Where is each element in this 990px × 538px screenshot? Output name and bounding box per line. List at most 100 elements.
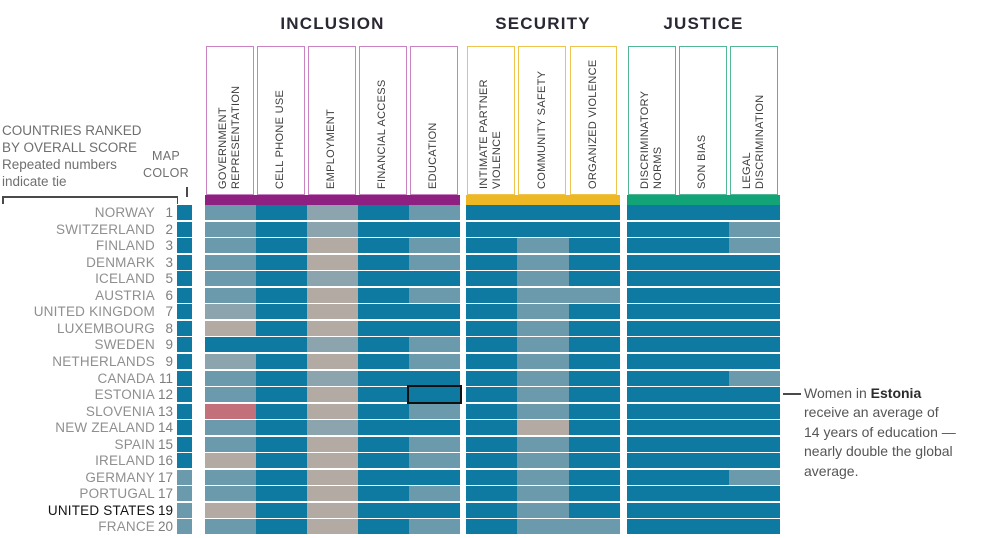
heatmap-cell [307,271,359,287]
heatmap-cell [729,469,780,485]
heatmap-cell [517,320,570,336]
column-header-label: EMPLOYMENT [325,108,338,189]
heatmap-cell [568,238,620,254]
map-color-swatch [177,271,192,287]
heatmap-cell [205,420,257,436]
rank-label: 16 [157,453,173,469]
heatmap-cell [358,337,410,353]
annotation-bold-country: Estonia [870,385,922,401]
heatmap-cell [678,254,730,270]
heatmap-cell [307,436,359,452]
column-header-label: GOVERNMENT REPRESENTATION [216,85,242,189]
heatmap-cell [729,502,780,518]
heatmap-cell [568,304,620,320]
heatmap-cell [729,254,780,270]
heatmap-cell [678,453,730,469]
heatmap-cell [517,453,570,469]
rank-label: 12 [157,387,173,403]
country-label: NORWAY [94,205,155,220]
heatmap-cell [729,486,780,502]
heatmap-cell [205,502,257,518]
column-header-label: FINANCIAL ACCESS [376,79,389,189]
heatmap-cell [466,337,518,353]
heatmap-cell [729,205,780,220]
heatmap-cell [205,238,257,254]
heatmap-cell [256,469,308,485]
column-header: FINANCIAL ACCESS [359,46,407,195]
heatmap-cell [307,453,359,469]
rank-label: 6 [165,287,173,303]
heatmap-cell [729,337,780,353]
rank-label: 11 [158,370,173,386]
heatmap-cell [678,238,730,254]
heatmap-cell [358,486,410,502]
heatmap-cell [358,502,410,518]
ranking-note-line: BY OVERALL SCORE [2,140,138,155]
heatmap-cell [409,403,460,419]
rank-label: 19 [157,502,173,518]
heatmap-cell [307,469,359,485]
map-color-swatch [177,486,192,502]
heatmap-cell [409,370,460,386]
heatmap-cell [466,320,518,336]
annotation-connector-line [783,393,801,395]
heatmap-cell [568,221,620,237]
heatmap-cell [517,403,570,419]
heatmap-cell [627,337,679,353]
heatmap-cell [307,238,359,254]
heatmap-cell [307,221,359,237]
heatmap-cell [729,271,780,287]
country-label: ESTONIA [94,387,155,403]
note-bracket-right-tick [176,196,178,204]
heatmap-cell [729,238,780,254]
annotation-text: Women in [804,385,871,401]
heatmap-cell [568,453,620,469]
heatmap-cell [256,221,308,237]
heatmap-cell [678,519,730,535]
heatmap-cell [568,287,620,303]
map-color-swatch [177,205,192,220]
heatmap-cell [678,370,730,386]
heatmap-cell [409,320,460,336]
heatmap-cell [409,420,460,436]
group-title-security: SECURITY [495,14,591,33]
map-color-swatch [177,320,192,336]
column-header: CELL PHONE USE [257,46,305,195]
heatmap-cell [568,469,620,485]
ranking-note-line: Repeated numbers [2,157,117,172]
country-label: FRANCE [98,519,155,535]
rank-label: 20 [157,519,173,535]
heatmap-cell [358,304,410,320]
heatmap-cell [409,469,460,485]
heatmap-cell [627,254,679,270]
heatmap-cell [678,353,730,369]
heatmap-cell [627,387,679,403]
heatmap-cell [205,353,257,369]
heatmap-cell [517,486,570,502]
group-title-inclusion: INCLUSION [280,14,385,33]
country-label: NETHERLANDS [52,353,155,369]
heatmap-cell [307,420,359,436]
heatmap-cell [568,370,620,386]
heatmap-cell [409,436,460,452]
heatmap-cell [466,205,518,220]
heatmap-cell [729,387,780,403]
map-color-swatch [177,337,192,353]
heatmap-cell [517,502,570,518]
heatmap-cell [358,287,410,303]
heatmap-cell [256,304,308,320]
heatmap-cell [409,453,460,469]
heatmap-cell [466,469,518,485]
map-color-swatch [177,453,192,469]
heatmap-cell [627,271,679,287]
note-bracket-horizontal [2,196,178,198]
heatmap-cell [466,238,518,254]
heatmap-cell [678,436,730,452]
heatmap-cell [466,254,518,270]
heatmap-cell [568,387,620,403]
heatmap-cell [358,420,410,436]
heatmap-cell [409,221,460,237]
heatmap-cell [358,205,410,220]
heatmap-cell [627,403,679,419]
heatmap-cell [678,420,730,436]
